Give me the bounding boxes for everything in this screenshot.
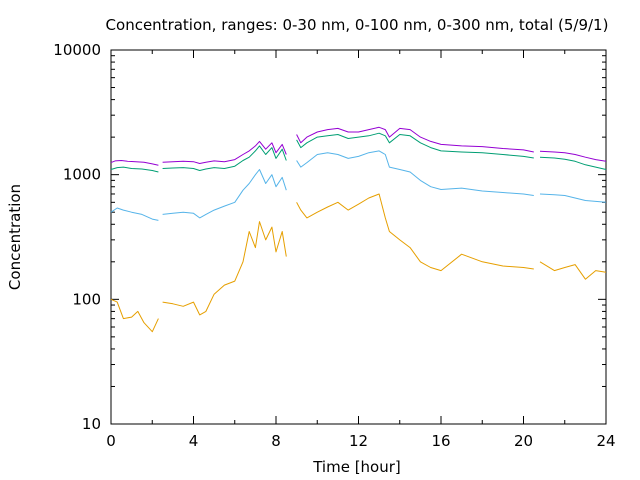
y-tick-label: 10000 (53, 41, 101, 59)
series-2-line (162, 145, 287, 171)
series-3-line (110, 207, 159, 221)
series-layer (110, 126, 607, 333)
y-axis: 10 100 1000 10000 (53, 41, 606, 433)
x-tick-label: 16 (431, 432, 450, 450)
plot-area (110, 49, 607, 425)
y-axis-label: Concentration (6, 184, 24, 290)
x-tick-label: 24 (596, 432, 615, 450)
x-tick-label: 12 (349, 432, 368, 450)
series-4-line (539, 261, 607, 280)
series-1-line (162, 140, 287, 164)
series-2-line (296, 132, 534, 159)
x-tick-label: 4 (189, 432, 199, 450)
series-2-line (110, 166, 159, 173)
y-tick-label: 100 (72, 290, 101, 308)
series-4-line (110, 298, 159, 333)
series-1-line (539, 150, 607, 162)
x-axis: 0 4 8 12 16 20 24 (106, 50, 616, 450)
series-3-line (162, 169, 287, 219)
x-tick-label: 20 (514, 432, 533, 450)
x-axis-label: Time [hour] (312, 458, 401, 476)
series-3-line (539, 193, 607, 203)
series-1-line (110, 160, 159, 166)
series-4-line (296, 193, 534, 272)
y-tick-label: 10 (82, 415, 101, 433)
series-3-line (296, 150, 534, 196)
series-4-line (162, 221, 287, 316)
chart-title: Concentration, ranges: 0-30 nm, 0-100 nm… (106, 16, 609, 34)
series-2-line (539, 156, 607, 170)
x-tick-label: 0 (106, 432, 116, 450)
x-tick-label: 8 (271, 432, 281, 450)
y-tick-label: 1000 (63, 166, 101, 184)
series-1-line (296, 126, 534, 153)
